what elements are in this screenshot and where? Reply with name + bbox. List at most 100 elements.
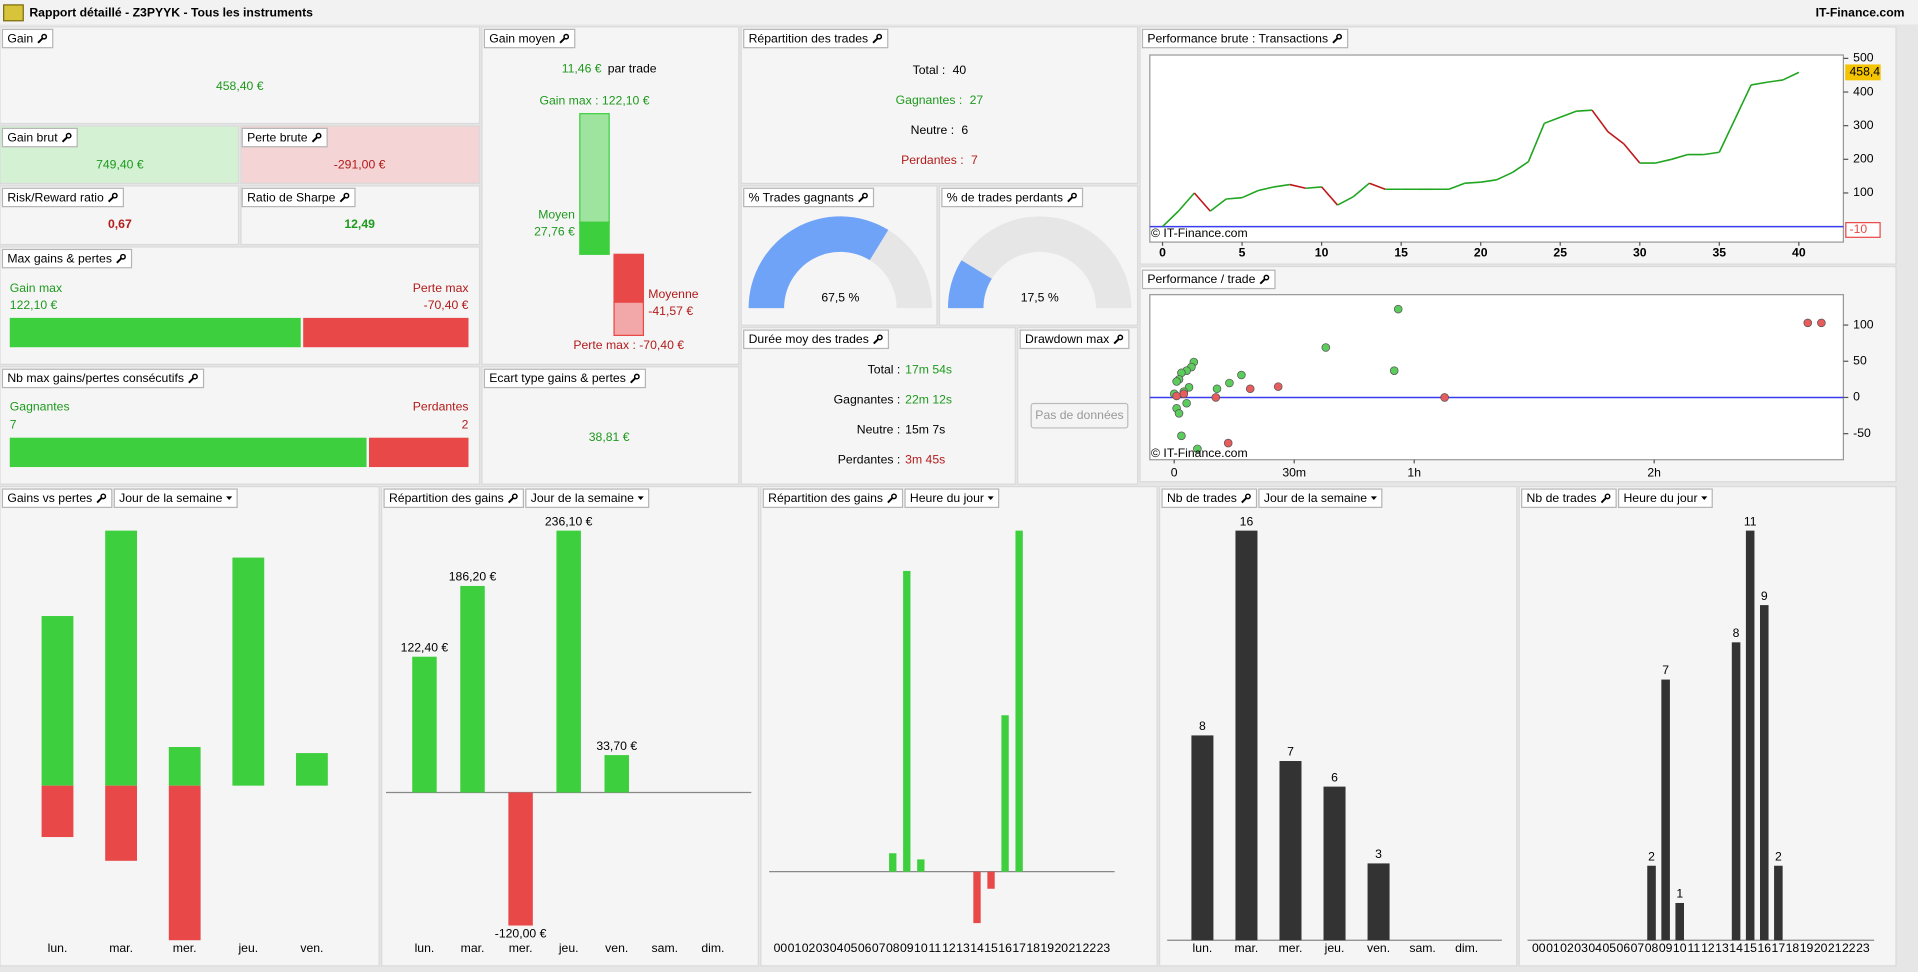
line-segment <box>1512 161 1529 174</box>
x-tick-label: 0 <box>1159 245 1166 259</box>
x-tick-label: 30 <box>1633 245 1647 259</box>
wrench-icon-head <box>192 373 198 380</box>
header-box <box>1161 488 1258 509</box>
x-tick-label: 03 <box>1574 941 1588 955</box>
wrench-icon-head <box>343 192 350 199</box>
no-data-button[interactable] <box>1030 402 1129 429</box>
x-tick-label: 01 <box>1546 941 1560 955</box>
line-segment <box>1305 186 1322 190</box>
x-tick-label: 08 <box>1645 941 1659 955</box>
dropdown[interactable] <box>113 488 238 509</box>
wrench-icon-head <box>1336 33 1343 40</box>
bar <box>1745 530 1755 941</box>
bar <box>1001 715 1009 872</box>
header-box <box>743 187 875 208</box>
scatter-point <box>1211 393 1221 402</box>
header-label: % de trades perdants <box>947 190 1063 204</box>
wrench-icon-head <box>111 192 118 199</box>
bar <box>41 616 74 786</box>
panel-header: % de trades perdants <box>941 187 1084 208</box>
line-segment <box>1273 183 1290 188</box>
header-box <box>1 368 205 389</box>
wrench-icon-head <box>100 493 107 500</box>
scatter-point <box>1172 391 1181 401</box>
scatter-point <box>1193 444 1202 454</box>
bar <box>1774 865 1783 941</box>
bar <box>1323 786 1346 941</box>
x-tick-label: mer. <box>509 941 533 955</box>
x-tick-label: 23 <box>1856 941 1870 955</box>
line-segment <box>1337 195 1354 206</box>
x-tick-label: 10 <box>1315 245 1329 259</box>
gain-moyen-value: 11,46 € <box>562 62 602 76</box>
line-segment <box>1289 183 1306 190</box>
x-tick-label: sam. <box>1409 941 1435 955</box>
duree-row-value: 3m 45s <box>905 453 945 467</box>
value-label: 11 <box>1744 514 1757 528</box>
loss-max-value: -70,40 € <box>424 298 469 312</box>
x-tick-label: 19 <box>1040 941 1054 955</box>
panel <box>1518 485 1897 967</box>
line-segment <box>1177 192 1195 212</box>
header-label: Durée moy des trades <box>749 332 869 346</box>
duree-row-label: Gagnantes : <box>834 393 901 407</box>
dropdown[interactable] <box>1617 488 1713 509</box>
bar <box>889 853 897 872</box>
wrench-icon-head <box>511 493 518 500</box>
x-tick-label: lun. <box>415 941 435 955</box>
max-loss-label: Perte max : -70,40 € <box>573 338 684 352</box>
line-segment <box>1321 186 1339 206</box>
loss-bar <box>369 437 469 468</box>
header-label: Gain moyen <box>489 31 555 45</box>
no-data-label[interactable]: Pas de données <box>1035 408 1123 422</box>
wrench-icon-head <box>563 33 570 40</box>
bar <box>987 871 995 889</box>
avg-gain-bar <box>579 221 610 255</box>
line-segment <box>1623 143 1641 164</box>
avg-gain-label: 27,76 € <box>534 225 575 239</box>
wrench-icon-head <box>891 493 897 500</box>
loss-label: Perdantes <box>413 399 469 413</box>
dropdown[interactable] <box>1258 488 1383 509</box>
bar <box>1191 735 1214 941</box>
gain-value: 458,40 € <box>216 79 264 93</box>
credit: © IT-Finance.com <box>1151 226 1248 240</box>
x-tick-label: jeu. <box>558 941 579 955</box>
x-tick-label: 11 <box>1687 941 1700 955</box>
trades-row-value: 40 <box>953 63 967 77</box>
header-label: Gain <box>7 31 33 45</box>
risk-reward-value: 0,67 <box>108 217 132 231</box>
line-segment <box>1671 153 1688 161</box>
gauge-value-label: 67,5 % <box>821 291 859 305</box>
duree-row-value: 15m 7s <box>905 423 945 437</box>
line-segment <box>1750 81 1768 86</box>
x-tick-label: sam. <box>652 941 678 955</box>
line-segment <box>1257 186 1275 192</box>
line-segment <box>1496 171 1513 181</box>
value-label: 8 <box>1199 719 1206 733</box>
x-tick-label: 22 <box>1083 941 1097 955</box>
header-box <box>1019 329 1130 350</box>
dropdown-label: Heure du jour <box>1623 491 1697 505</box>
panel-header: Risk/Reward ratio <box>1 187 124 208</box>
win-bar <box>9 437 367 468</box>
value-label: 122,40 € <box>401 640 449 654</box>
scatter-point <box>1393 304 1403 314</box>
y-tick-label: 100 <box>1853 317 1874 331</box>
line-segment <box>1527 123 1546 162</box>
x-tick-label: 23 <box>1097 941 1111 955</box>
scatter-point <box>1440 393 1449 402</box>
value-label: 7 <box>1287 745 1294 759</box>
trades-row: Total : 40 <box>913 63 967 77</box>
title-bar <box>0 0 1918 25</box>
dropdown[interactable] <box>904 488 1000 509</box>
header-label: Ecart type gains & pertes <box>489 371 626 385</box>
header-box <box>1 127 78 148</box>
x-tick-label: 19 <box>1800 941 1814 955</box>
x-tick-label: 01 <box>788 941 802 955</box>
x-tick-label: 16 <box>998 941 1012 955</box>
max-gain-bar <box>579 113 610 223</box>
dropdown[interactable] <box>525 488 650 509</box>
loss-max-label: Perte max <box>413 281 469 295</box>
avg-gain-name: Moyen <box>538 207 575 221</box>
